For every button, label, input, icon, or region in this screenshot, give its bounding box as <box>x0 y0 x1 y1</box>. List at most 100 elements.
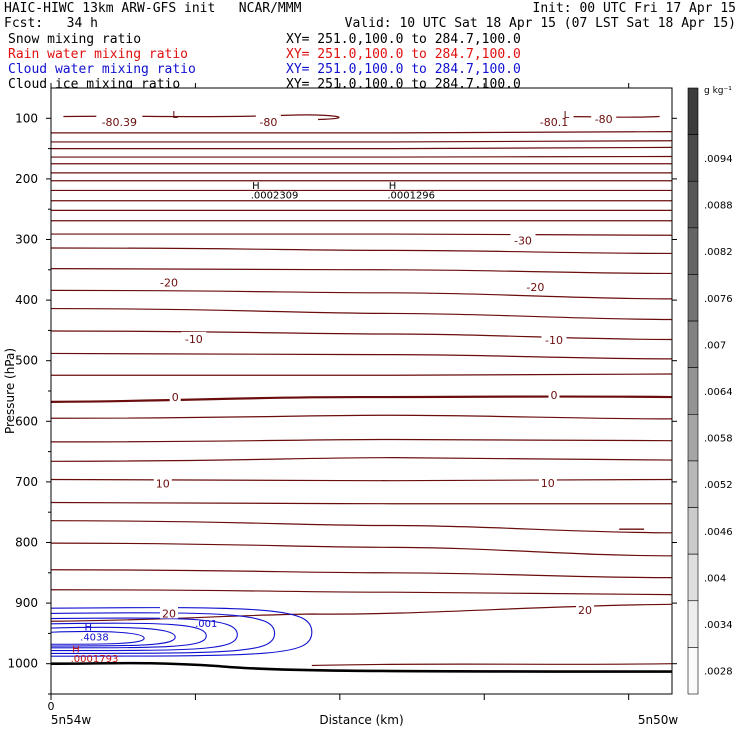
terrain-line <box>50 661 673 673</box>
label-bg <box>522 279 548 292</box>
isotherm-line <box>50 520 673 534</box>
colorbar-label: .0094 <box>704 154 733 165</box>
isotherm-line <box>50 373 673 376</box>
isotherm-line <box>51 155 673 158</box>
colorbar-swatch <box>687 647 699 695</box>
colorbar-swatch <box>687 320 699 368</box>
colorbar-label: .0088 <box>704 201 733 212</box>
colorbar-unit: g kg⁻¹ <box>704 86 732 96</box>
isotherm-label: 10 <box>156 478 170 491</box>
extremum-marker: H <box>84 623 92 634</box>
extremum-marker: H <box>389 181 397 192</box>
isotherm-group <box>50 131 673 596</box>
valid-time: Valid: 10 UTC Sat 18 Apr 15 (07 LST Sat … <box>344 16 736 31</box>
colorbar-label: .007 <box>704 340 726 351</box>
colorbar-label: .0028 <box>704 667 733 678</box>
isotherm-line <box>50 438 673 443</box>
isotherm-line <box>311 663 673 667</box>
field-name-cloud-water: Cloud water mixing ratio <box>8 62 196 77</box>
isotherm-line <box>51 131 673 134</box>
isotherm-line <box>50 352 673 360</box>
y-tick-label: 700 <box>15 475 38 489</box>
cloud-water-contour <box>50 626 176 647</box>
plot-title: HAIC-HIWC 13km ARW-GFS init NCAR/MMM <box>4 1 302 16</box>
isotherm-label: -80.39 <box>102 116 137 129</box>
isotherm-label: 20 <box>578 604 592 617</box>
isotherm-label: -20 <box>160 277 178 290</box>
isotherm-line <box>50 267 673 275</box>
field-name-rain: Rain water mixing ratio <box>8 47 189 62</box>
label-bg <box>156 275 182 288</box>
field-xy-snow: XY= 251.0,100.0 to 284.7,100.0 <box>286 32 521 47</box>
y-tick-label: 400 <box>15 293 38 307</box>
x-left-location: 5n54w <box>51 713 92 727</box>
colorbar-swatch <box>687 460 699 508</box>
colorbar-label: .0082 <box>704 247 733 258</box>
cloud-water-contour <box>50 630 145 645</box>
x-right-location: 5n50w <box>638 713 679 727</box>
x-axis-title: Distance (km) <box>319 713 403 727</box>
colorbar-swatch <box>687 600 699 648</box>
x-start-label: 0 <box>48 700 55 713</box>
plot-area <box>51 88 672 694</box>
isotherm-line <box>50 501 672 505</box>
extremum-value: .0002309 <box>251 191 299 202</box>
label-bg <box>591 111 617 124</box>
y-tick-label: 500 <box>15 354 38 368</box>
label-bg <box>96 114 143 127</box>
cloud-water-contour <box>50 612 276 654</box>
colorbar-label: .0034 <box>704 620 733 631</box>
y-tick-label: 300 <box>15 233 38 247</box>
isotherm-label: -30 <box>514 235 532 248</box>
extremum-marker: L <box>172 110 178 121</box>
colorbar-swatch <box>687 134 699 182</box>
cloud-water-contour <box>50 617 238 652</box>
isotherm-label: -80.1 <box>540 116 568 129</box>
forecast-hour: Fcst: 34 h <box>4 16 98 31</box>
colorbar-swatch <box>687 553 699 602</box>
label-bg <box>153 476 172 489</box>
label-bg <box>159 606 178 619</box>
y-axis-title: Pressure (hPa) <box>3 348 17 434</box>
cloud-water-group <box>50 607 313 657</box>
isotherm-line <box>50 140 673 143</box>
label-bg <box>181 331 207 344</box>
colorbar-label: .0052 <box>704 480 733 491</box>
label-bg <box>541 333 567 346</box>
isotherm-line <box>50 247 673 255</box>
colorbar-swatch <box>687 367 699 415</box>
colorbar-swatch <box>687 87 699 135</box>
field-xy-cloud-water: XY= 251.0,100.0 to 284.7,100.0 <box>286 62 521 77</box>
init-time: Init: 00 UTC Fri 17 Apr 15 <box>532 1 737 16</box>
isotherm-label: 0 <box>172 391 179 404</box>
isotherm-line <box>50 542 673 557</box>
isotherm-label: -10 <box>185 333 203 346</box>
label-bg <box>538 476 557 489</box>
label-bg <box>169 390 181 403</box>
y-tick-label: 200 <box>15 172 38 186</box>
isotherm-line <box>50 603 673 622</box>
colorbar-swatch <box>687 274 699 322</box>
label-bg <box>576 602 595 615</box>
cloud-water-contour <box>50 622 207 649</box>
label-bg <box>534 114 574 127</box>
colorbar-label: .0064 <box>704 387 733 398</box>
extremum-marker: L <box>564 110 570 121</box>
isotherm-line <box>50 569 673 579</box>
y-tick-label: 900 <box>15 596 38 610</box>
isotherm-line <box>50 414 673 420</box>
colorbar-label: .0058 <box>704 434 733 445</box>
extremum-value: .0001793 <box>71 654 119 665</box>
y-tick-label: 100 <box>15 111 38 125</box>
colorbar-label: .0046 <box>704 527 733 538</box>
isotherm-label: 10 <box>541 477 555 490</box>
colorbar-swatch <box>687 227 699 275</box>
isotherm-label: 0 <box>551 389 558 402</box>
isotherm-label: -80 <box>259 116 277 129</box>
label-bg <box>548 388 560 401</box>
y-tick-label: 800 <box>15 536 38 550</box>
colorbar-swatch <box>687 180 699 229</box>
extremum-value: .001 <box>195 619 217 630</box>
field-xy-rain: XY= 251.0,100.0 to 284.7,100.0 <box>286 47 521 62</box>
